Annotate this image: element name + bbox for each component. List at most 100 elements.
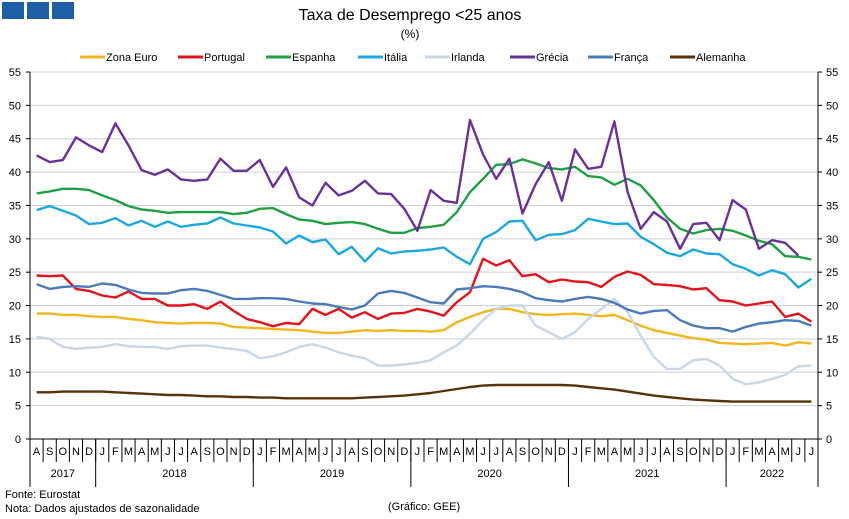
x-tick-label: F <box>585 446 592 458</box>
legend-label: Itália <box>384 52 408 64</box>
y-tick-label-right: 45 <box>826 134 838 146</box>
x-tick-label: J <box>651 446 657 458</box>
x-tick-label: J <box>493 446 499 458</box>
x-tick-label: J <box>638 446 644 458</box>
series-line-espanha <box>36 158 812 261</box>
x-tick-label: M <box>439 446 448 458</box>
x-tick-label: J <box>257 446 263 458</box>
x-tick-label: N <box>387 446 395 458</box>
y-tick-label-left: 45 <box>9 134 21 146</box>
logo-block <box>2 2 24 19</box>
grid <box>30 71 818 440</box>
y-tick-label-left: 15 <box>9 334 21 346</box>
y-tick-label-right: 10 <box>826 367 838 379</box>
y-tick-label-right: 55 <box>826 67 838 79</box>
x-tick-label: J <box>415 446 421 458</box>
x-tick-label: J <box>336 446 342 458</box>
x-tick-label: A <box>663 446 671 458</box>
x-tick-label: F <box>742 446 749 458</box>
y-tick-label-right: 35 <box>826 200 838 212</box>
seasonal-note: Nota: Dados ajustados de sazonalidade <box>5 503 200 515</box>
x-tick-label: A <box>190 446 198 458</box>
x-tick-label: M <box>597 446 606 458</box>
series-line-portugal <box>36 257 813 328</box>
x-tick-label: O <box>689 446 698 458</box>
x-tick-label: D <box>716 446 724 458</box>
y-tick-label-right: 5 <box>826 401 832 413</box>
y-tick-label-left: 20 <box>9 301 21 313</box>
x-tick-label: A <box>138 446 146 458</box>
series-line-irlanda <box>36 297 812 386</box>
x-tick-label: A <box>506 446 514 458</box>
x-tick-label: M <box>623 446 632 458</box>
x-tick-label: M <box>754 446 763 458</box>
x-tick-label: S <box>361 446 368 458</box>
x-tick-label: A <box>611 446 619 458</box>
x-tick-label: A <box>348 446 356 458</box>
x-tick-label: J <box>796 446 802 458</box>
series-line-fran-a <box>36 282 812 333</box>
series-line-zona-euro <box>36 307 812 347</box>
logo-block <box>52 2 74 19</box>
chart-title: Taxa de Desemprego <25 anos <box>299 7 522 24</box>
x-tick-label: J <box>480 446 486 458</box>
x-tick-label: F <box>427 446 434 458</box>
y-tick-label-right: 20 <box>826 301 838 313</box>
chart-subtitle: (%) <box>401 27 420 41</box>
legend-label: Grécia <box>536 52 569 64</box>
x-tick-label: D <box>85 446 93 458</box>
y-tick-label-left: 40 <box>9 167 21 179</box>
x-tick-label: D <box>558 446 566 458</box>
x-tick-label: J <box>730 446 736 458</box>
x-tick-label: J <box>178 446 184 458</box>
x-tick-label: S <box>519 446 526 458</box>
x-tick-label: N <box>702 446 710 458</box>
y-tick-label-left: 10 <box>9 367 21 379</box>
y-tick-label-right: 30 <box>826 234 838 246</box>
logo <box>2 2 74 19</box>
legend-label: Espanha <box>292 52 336 64</box>
legend-label: Irlanda <box>451 52 486 64</box>
x-tick-label: S <box>204 446 211 458</box>
year-label: 2020 <box>477 468 501 480</box>
series-line-gr-cia <box>36 118 800 257</box>
x-tick-label: M <box>282 446 291 458</box>
x-tick-label: D <box>400 446 408 458</box>
y-tick-label-right: 40 <box>826 167 838 179</box>
y-tick-label-left: 50 <box>9 100 21 112</box>
x-tick-label: S <box>676 446 683 458</box>
x-tick-label: J <box>323 446 329 458</box>
y-tick-label-left: 35 <box>9 200 21 212</box>
x-tick-label: F <box>112 446 119 458</box>
source-note: Fonte: Eurostat <box>5 489 81 501</box>
y-tick-label-right: 15 <box>826 334 838 346</box>
x-tick-label: M <box>124 446 133 458</box>
x-tick-label: M <box>781 446 790 458</box>
logo-block <box>27 2 49 19</box>
credit-note: (Gráfico: GEE) <box>388 501 461 513</box>
series-group <box>36 118 813 403</box>
x-tick-label: A <box>33 446 41 458</box>
x-tick-label: M <box>465 446 474 458</box>
x-tick-label: N <box>72 446 80 458</box>
legend-label: Alemanha <box>696 52 746 64</box>
year-label: 2017 <box>51 468 75 480</box>
year-label: 2019 <box>320 468 344 480</box>
x-tick-label: O <box>374 446 383 458</box>
year-label: 2021 <box>635 468 659 480</box>
legend-label: França <box>614 52 649 64</box>
x-tick-label: O <box>531 446 540 458</box>
y-tick-label-left: 0 <box>15 434 21 446</box>
y-tick-label-left: 30 <box>9 234 21 246</box>
x-tick-label: F <box>270 446 277 458</box>
x-tick-label: O <box>59 446 68 458</box>
x-tick-label: D <box>243 446 251 458</box>
x-tick-label: A <box>768 446 776 458</box>
y-tick-label-right: 0 <box>826 434 832 446</box>
x-tick-label: J <box>99 446 105 458</box>
x-tick-label: J <box>572 446 578 458</box>
year-label: 2018 <box>162 468 186 480</box>
year-label: 2022 <box>760 468 784 480</box>
x-tick-label: A <box>453 446 461 458</box>
